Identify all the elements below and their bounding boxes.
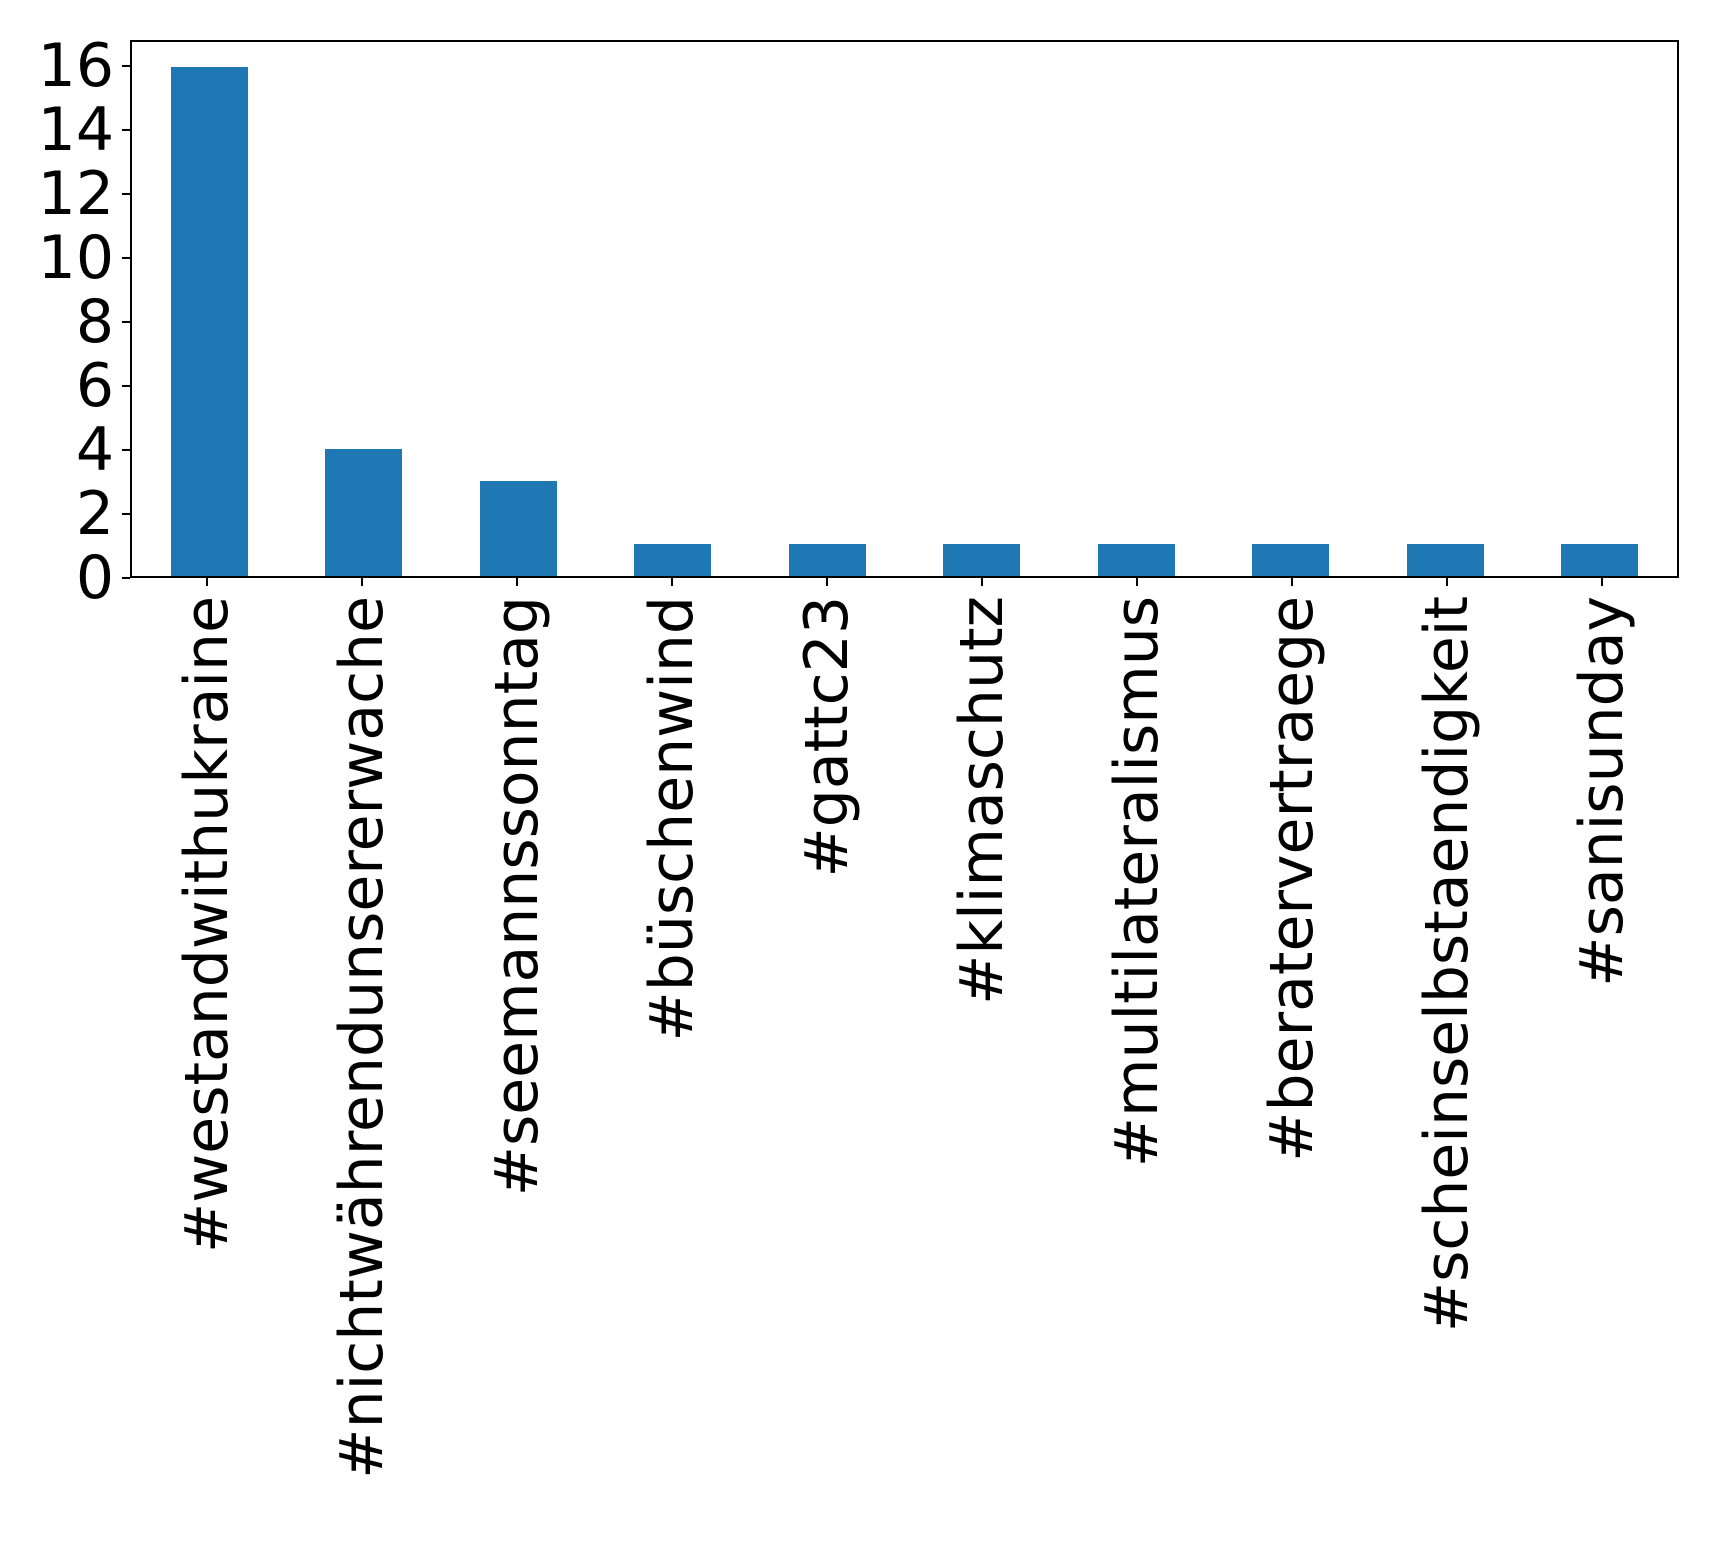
x-tick-label: #scheinselbstaendigkeit (1411, 596, 1482, 1333)
x-tick-label: #büschenwind (637, 596, 708, 1042)
x-tick-mark (1600, 578, 1603, 586)
x-cell: #scheinselbstaendigkeit (1369, 578, 1524, 1479)
x-tick-label: #gattc23 (792, 596, 863, 878)
y-axis: 0 2 4 6 8 10 12 14 16 (0, 36, 130, 608)
x-cell: #büschenwind (595, 578, 750, 1479)
bar (1097, 544, 1175, 576)
y-tick-label: 4 (75, 414, 114, 485)
x-tick-mark (1290, 578, 1293, 586)
bar (1561, 544, 1639, 576)
y-tick-mark (122, 320, 130, 323)
bar (479, 480, 557, 576)
y-tick-label: 2 (75, 478, 114, 549)
x-tick-mark (826, 578, 829, 586)
x-cell: #sanisunday (1524, 578, 1679, 1479)
x-tick-label: #westandwithukraine (172, 596, 243, 1254)
y-tick-mark (122, 448, 130, 451)
y-tick-mark (122, 577, 130, 579)
x-tick-mark (671, 578, 674, 586)
x-tick-mark (1135, 578, 1138, 586)
bar-slot (1523, 42, 1678, 576)
bar (1406, 544, 1484, 576)
plot-area (130, 40, 1679, 578)
y-tick-mark (122, 128, 130, 131)
y-tick-mark (122, 512, 130, 515)
x-tick-mark (361, 578, 364, 586)
x-tick-label: #sanisunday (1566, 596, 1637, 987)
y-tick-mark (122, 256, 130, 259)
x-tick-mark (1445, 578, 1448, 586)
x-axis: #westandwithukraine #nichtwährendunsererw… (130, 578, 1679, 1479)
bar-slot (1368, 42, 1523, 576)
y-tick-label: 16 (37, 30, 114, 101)
x-cell: #beratervertraege (1214, 578, 1369, 1479)
y-tick-label: 12 (37, 158, 114, 229)
x-cell: #klimaschutz (905, 578, 1060, 1479)
bar-slot (1214, 42, 1369, 576)
y-tick-label: 14 (37, 94, 114, 165)
x-tick-label: #nichtwährendunsererwache (327, 596, 398, 1479)
y-tick-mark (122, 192, 130, 195)
bars-layer (132, 42, 1677, 576)
bar (634, 544, 712, 576)
x-tick-label: #multilateralismus (1101, 596, 1172, 1168)
y-tick-mark (122, 64, 130, 67)
bar-slot (441, 42, 596, 576)
bar (788, 544, 866, 576)
bar-slot (132, 42, 287, 576)
x-cell: #gattc23 (750, 578, 905, 1479)
y-tick-mark (122, 384, 130, 387)
y-tick-label: 6 (75, 350, 114, 421)
bar-slot (905, 42, 1060, 576)
bar (943, 544, 1021, 576)
bar (1252, 544, 1330, 576)
bar-slot (287, 42, 442, 576)
x-cell: #westandwithukraine (130, 578, 285, 1479)
bar-slot (1059, 42, 1214, 576)
x-tick-mark (516, 578, 519, 586)
bar-slot (596, 42, 751, 576)
x-tick-mark (206, 578, 209, 586)
y-tick-label: 8 (75, 286, 114, 357)
y-tick-label: 0 (75, 543, 114, 613)
x-tick-mark (980, 578, 983, 586)
bar (325, 448, 403, 576)
bar (170, 67, 248, 576)
x-tick-label: #beratervertraege (1256, 596, 1327, 1162)
x-cell: #nichtwährendunsererwache (285, 578, 440, 1479)
x-cell: #multilateralismus (1059, 578, 1214, 1479)
x-cell: #seemannssonntag (440, 578, 595, 1479)
x-tick-label: #seemannssonntag (482, 596, 553, 1197)
bar-slot (750, 42, 905, 576)
y-tick-label: 10 (37, 222, 114, 293)
x-tick-label: #klimaschutz (946, 596, 1017, 1005)
